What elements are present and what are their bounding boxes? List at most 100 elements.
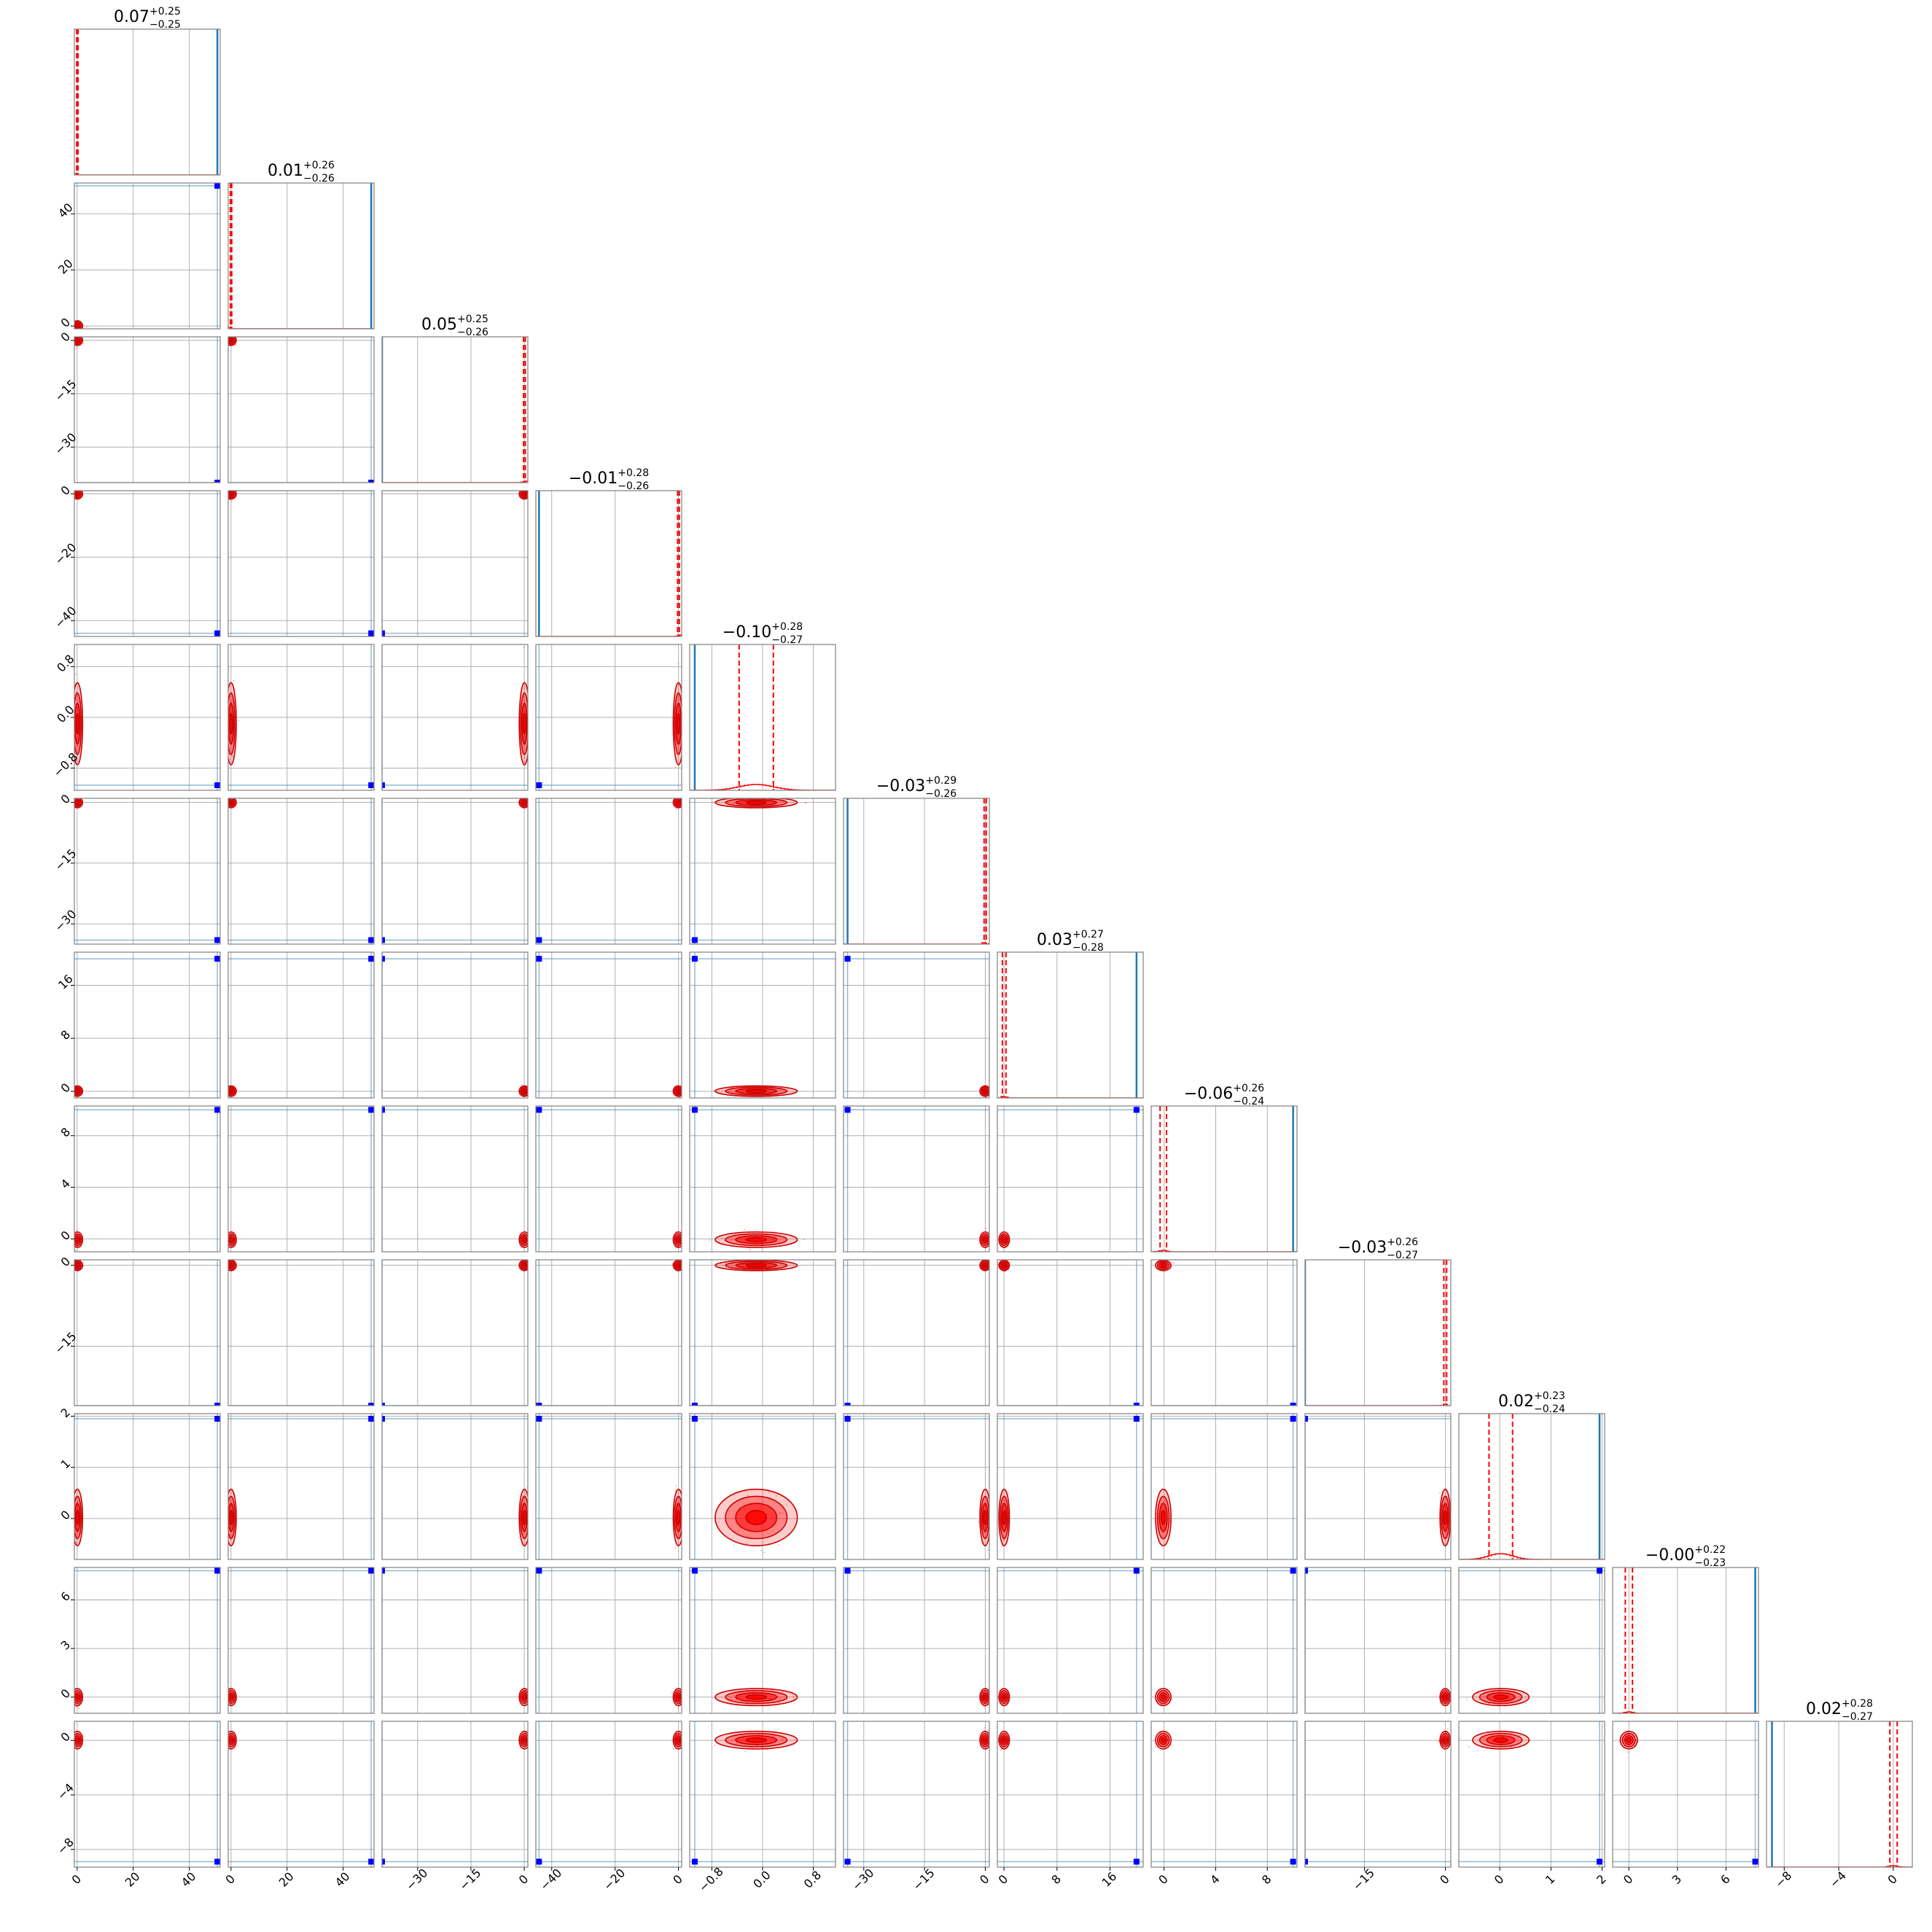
panel-plot-area [74, 1414, 220, 1559]
panel-6-3 [535, 951, 682, 1099]
panel-8-4 [689, 1259, 836, 1406]
sample-point [230, 1500, 232, 1502]
y-tick-label: 1 [58, 1457, 74, 1472]
sample-point [773, 1735, 775, 1737]
x-tick-label: 1 [1543, 1872, 1558, 1888]
truth-marker [382, 937, 385, 943]
sample-point [1445, 1732, 1447, 1734]
density-contour [1002, 1236, 1006, 1242]
sample-point [530, 1696, 531, 1697]
panel-frame [227, 1105, 375, 1253]
panel-frame [689, 1413, 836, 1560]
sample-point [530, 1532, 531, 1533]
panel-frame [1766, 1721, 1913, 1868]
panel-plot-area [382, 1106, 528, 1252]
panel-4-1 [227, 644, 375, 791]
panel-8-8: −0.03+0.26 −0.27 [1304, 1236, 1452, 1406]
sample-point [732, 1084, 733, 1086]
density-contour [229, 338, 233, 343]
sample-point [230, 1535, 233, 1538]
sample-point [73, 803, 74, 805]
sample-point [1155, 1746, 1157, 1748]
panel-6-4 [689, 951, 836, 1099]
sample-point [1482, 1696, 1484, 1698]
sample-point [778, 1702, 779, 1704]
density-contour [522, 801, 526, 805]
y-tick-label: 6 [58, 1589, 74, 1605]
sample-point [1488, 1702, 1490, 1705]
panel-plot-area [997, 1414, 1143, 1559]
panel-plot-area [844, 1567, 989, 1713]
panel-5-1 [227, 798, 375, 945]
sample-point [757, 1702, 760, 1703]
sample-point [683, 1530, 685, 1532]
panel-frame [689, 1259, 836, 1406]
panel-title: −0.03+0.26 −0.27 [1338, 1236, 1418, 1261]
sample-point [79, 330, 81, 331]
title-plus-error: +0.23 [1534, 1390, 1565, 1402]
sample-point [677, 1533, 679, 1535]
panel-plot-area [844, 1106, 989, 1252]
panel-9-4 [689, 1413, 836, 1560]
sample-point [683, 1697, 685, 1699]
x-tick-label: −15 [456, 1866, 483, 1893]
title-plus-error: +0.22 [1694, 1544, 1726, 1556]
sample-point [737, 1530, 739, 1532]
truth-marker [368, 782, 374, 789]
panel-6-2 [381, 951, 529, 1099]
x-tick-label: 8 [1048, 1872, 1064, 1888]
sample-point [529, 798, 531, 800]
panel-7-2 [381, 1105, 529, 1253]
sample-point [674, 1247, 677, 1249]
sample-point [1171, 1699, 1173, 1701]
panel-plot-area [74, 1106, 220, 1252]
sample-point [226, 1090, 227, 1091]
truth-marker [1305, 1567, 1308, 1574]
x-tick-label: 2 [1594, 1872, 1609, 1888]
sample-point [229, 487, 230, 488]
sample-point [76, 695, 78, 696]
sample-point [779, 1239, 780, 1242]
panel-plot-area [1151, 1260, 1297, 1406]
sample-point [1530, 1740, 1531, 1742]
x-tick-label: 0 [516, 1872, 531, 1888]
sample-point [782, 1691, 784, 1693]
truth-marker [214, 1858, 220, 1865]
density-contour [75, 1737, 79, 1743]
panel-plot-area [536, 1260, 682, 1406]
sample-point [73, 733, 74, 734]
panel-11-11: 0.02+0.28 −0.27 −8 −4 0 [1766, 1698, 1913, 1890]
panel-frame [381, 1567, 529, 1714]
sample-point [1165, 1746, 1166, 1748]
sample-point [778, 1544, 779, 1546]
sample-point [80, 345, 82, 346]
panel-title: 0.02+0.28 −0.27 [1806, 1698, 1873, 1723]
density-contour [1161, 1737, 1166, 1743]
sample-point [732, 1266, 733, 1268]
sample-point [230, 500, 233, 502]
sample-point [1446, 1533, 1447, 1535]
panel-0-0: 0.07+0.25 −0.25 [74, 6, 221, 176]
x-tick-label: −0.8 [696, 1864, 726, 1894]
y-tick-label: 0 [58, 1508, 74, 1523]
density-contour [745, 1263, 768, 1268]
density-contour [229, 1236, 233, 1242]
title-median: 0.01 [268, 162, 303, 180]
y-tick-label: 0 [58, 1254, 74, 1269]
sample-point [232, 755, 234, 757]
sample-point [523, 1691, 526, 1693]
title-plus-error: +0.26 [303, 160, 335, 171]
truth-marker [691, 937, 698, 943]
panel-10-0: 0 3 6 [58, 1567, 221, 1714]
truth-marker [691, 1567, 698, 1574]
sample-point [1000, 1687, 1002, 1689]
density-contour [229, 1089, 233, 1094]
panel-frame [381, 490, 529, 637]
y-tick-label: 3 [58, 1637, 74, 1653]
panel-7-1 [227, 1105, 375, 1253]
sample-point [1635, 1740, 1637, 1742]
truth-marker [1133, 1858, 1140, 1865]
title-minus-error: −0.28 [1072, 942, 1104, 954]
sample-point [1000, 1749, 1002, 1750]
